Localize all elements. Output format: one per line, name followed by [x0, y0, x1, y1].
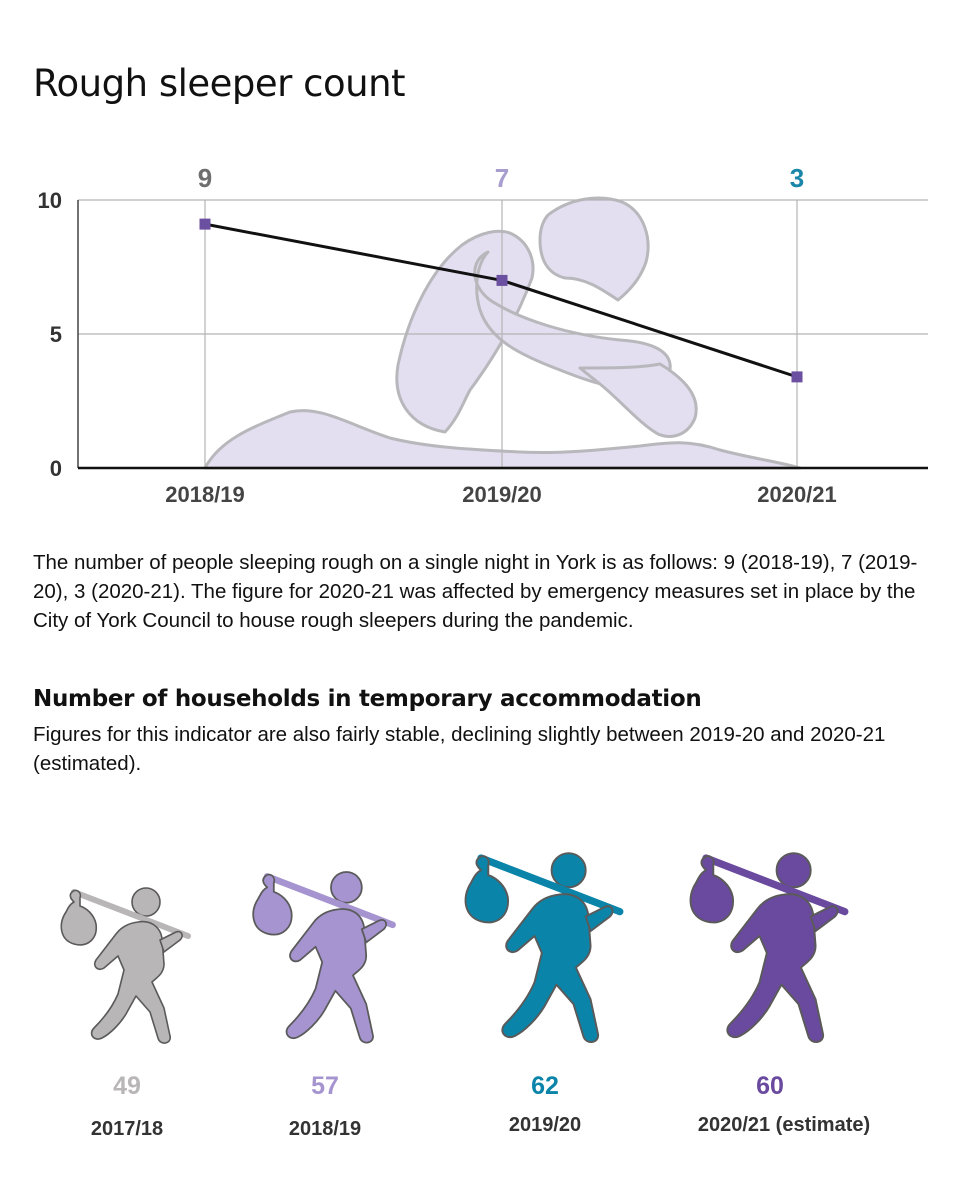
household-value: 62 — [531, 1072, 559, 1100]
y-tick-5: 5 — [50, 322, 62, 347]
walking-person-bindle-icon — [445, 841, 645, 1048]
chart-title: Rough sleeper count — [33, 62, 406, 105]
data-label-2018/19: 9 — [198, 163, 212, 193]
x-tick-2019/20: 2019/20 — [462, 482, 542, 507]
walking-person-bindle-icon — [670, 841, 870, 1048]
household-year: 2020/21 (estimate) — [697, 1114, 871, 1136]
marker-2019/20 — [496, 274, 508, 286]
data-labels: 9 7 3 — [198, 163, 804, 193]
data-label-2019/20: 7 — [495, 163, 509, 193]
walking-person-bindle-icon — [27, 878, 227, 1048]
rough-sleeper-chart: 0 5 10 2018/19 2019/20 2020/21 9 7 3 — [38, 163, 928, 507]
household-year: 2019/20 — [508, 1114, 582, 1136]
household-value: 49 — [113, 1072, 141, 1100]
data-label-2020/21: 3 — [790, 163, 804, 193]
household-figure-2019-20 — [445, 841, 645, 1048]
households-title: Number of households in temporary accomm… — [33, 686, 702, 712]
household-value: 60 — [756, 1072, 784, 1100]
y-tick-0: 0 — [50, 456, 62, 481]
x-tick-labels: 2018/19 2019/20 2020/21 — [165, 482, 837, 507]
sitting-person-illustration — [203, 196, 802, 470]
marker-2018/19 — [199, 218, 211, 230]
household-figure-2018-19 — [225, 861, 425, 1048]
household-figure-2020-21 — [670, 841, 870, 1048]
x-tick-2018/19: 2018/19 — [165, 482, 245, 507]
series-markers — [199, 218, 803, 383]
x-tick-2020/21: 2020/21 — [757, 482, 837, 507]
walking-person-bindle-icon — [225, 861, 425, 1048]
rough-sleeper-description: The number of people sleeping rough on a… — [33, 551, 918, 632]
household-figure-2017-18 — [27, 878, 227, 1048]
household-year: 2018/19 — [288, 1118, 362, 1140]
y-tick-labels: 0 5 10 — [38, 188, 62, 481]
household-year: 2017/18 — [90, 1118, 164, 1140]
marker-2020/21 — [791, 371, 803, 383]
y-tick-10: 10 — [38, 188, 62, 213]
households-description: Figures for this indicator are also fair… — [33, 723, 886, 775]
gridlines — [78, 199, 928, 468]
household-value: 57 — [311, 1072, 339, 1100]
